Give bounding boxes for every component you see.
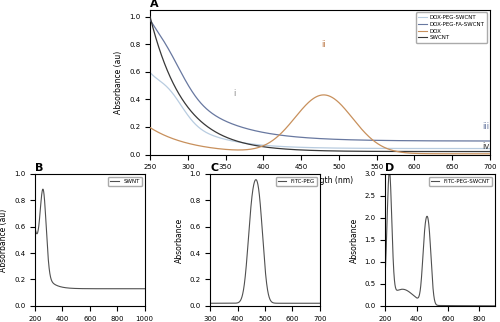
Text: iii: iii (482, 122, 490, 131)
Y-axis label: Absorbance: Absorbance (174, 217, 184, 262)
Y-axis label: Absorbance: Absorbance (350, 217, 359, 262)
Y-axis label: Absorbance (au): Absorbance (au) (0, 208, 8, 271)
Legend: FITC-PEG: FITC-PEG (276, 177, 317, 186)
Legend: DOX-PEG-SWCNT, DOX-PEG-FA-SWCNT, DOX, SWCNT: DOX-PEG-SWCNT, DOX-PEG-FA-SWCNT, DOX, SW… (416, 13, 487, 43)
X-axis label: Wavelength (nm): Wavelength (nm) (287, 176, 353, 185)
Text: A: A (150, 0, 158, 9)
Legend: FITC-PEG-SWCNT: FITC-PEG-SWCNT (428, 177, 492, 186)
Legend: SWNT: SWNT (108, 177, 142, 186)
Text: ii: ii (321, 40, 326, 49)
Text: iv: iv (482, 142, 490, 151)
Y-axis label: Absorbance (au): Absorbance (au) (114, 51, 124, 114)
Text: B: B (35, 163, 43, 173)
Text: D: D (386, 163, 394, 173)
Text: i: i (233, 89, 235, 98)
Text: C: C (210, 163, 218, 173)
